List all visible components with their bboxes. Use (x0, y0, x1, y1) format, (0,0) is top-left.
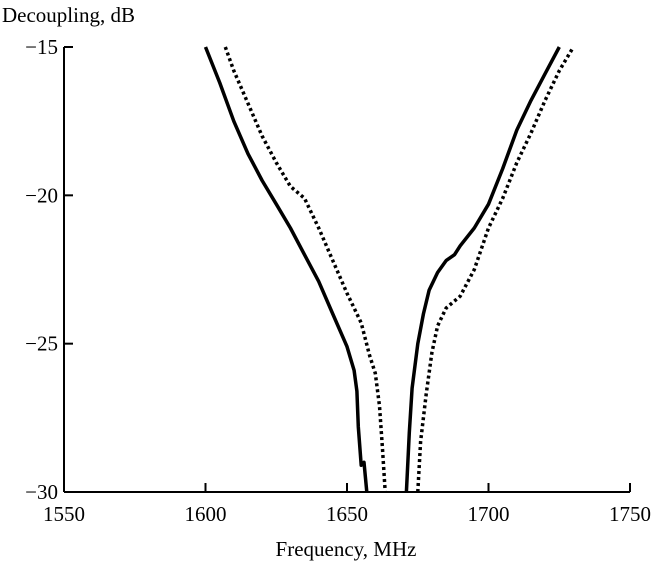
x-tick-label: 1600 (185, 502, 227, 526)
x-tick-label: 1650 (326, 502, 368, 526)
y-tick-label: −15 (25, 35, 58, 59)
series-line-1-solid (203, 46, 369, 493)
axes: 1550 1600 1650 1700 1750 −15 −20 −25 −30 (25, 35, 651, 526)
x-axis-label: Frequency, MHz (276, 537, 417, 561)
series-line-2-solid (404, 46, 561, 493)
y-tick-label: −30 (25, 480, 58, 504)
y-axis-label: Decoupling, dB (2, 3, 135, 27)
series-line-4-dotted (416, 46, 575, 493)
x-tick-label: 1750 (609, 502, 651, 526)
series-line-3-dotted (223, 46, 387, 493)
series-layer (203, 46, 575, 493)
x-tick-label: 1550 (43, 502, 85, 526)
y-tick-label: −25 (25, 332, 58, 356)
x-tick-label: 1700 (468, 502, 510, 526)
y-tick-label: −20 (25, 183, 58, 207)
